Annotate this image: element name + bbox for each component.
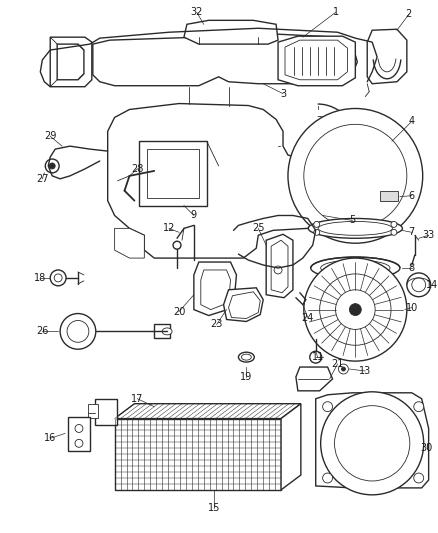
Ellipse shape (238, 352, 254, 362)
Text: 32: 32 (191, 7, 203, 18)
Bar (154, 325, 170, 338)
Polygon shape (229, 292, 260, 319)
Circle shape (67, 320, 89, 342)
Bar (115, 418, 281, 490)
Circle shape (414, 473, 424, 483)
Circle shape (342, 367, 346, 371)
Text: 7: 7 (409, 227, 415, 237)
Polygon shape (115, 403, 301, 418)
Bar (139, 141, 207, 206)
Polygon shape (266, 235, 293, 298)
Bar (380, 191, 398, 200)
Polygon shape (115, 228, 145, 258)
Text: 21: 21 (331, 359, 344, 369)
Ellipse shape (241, 354, 251, 360)
Circle shape (321, 392, 424, 495)
Circle shape (335, 406, 410, 481)
Ellipse shape (311, 257, 400, 279)
Polygon shape (278, 36, 355, 86)
Circle shape (314, 229, 320, 235)
Circle shape (314, 221, 320, 228)
Polygon shape (316, 393, 429, 488)
Bar (88, 403, 98, 417)
Circle shape (320, 274, 391, 345)
Circle shape (49, 163, 55, 169)
Circle shape (412, 278, 426, 292)
Text: 9: 9 (191, 211, 197, 221)
Polygon shape (194, 262, 237, 316)
Circle shape (60, 313, 96, 349)
Bar (95, 399, 117, 424)
Text: 16: 16 (44, 433, 57, 443)
Circle shape (336, 290, 375, 329)
Text: 17: 17 (131, 394, 144, 404)
Text: 12: 12 (163, 223, 175, 233)
Polygon shape (93, 32, 357, 86)
Circle shape (350, 304, 361, 316)
Polygon shape (271, 240, 288, 293)
Text: 3: 3 (280, 88, 286, 99)
Circle shape (391, 221, 397, 228)
Text: 26: 26 (36, 326, 49, 336)
Circle shape (304, 124, 407, 228)
Polygon shape (367, 29, 407, 84)
Text: 13: 13 (359, 366, 371, 376)
Text: 25: 25 (252, 223, 265, 233)
Text: 14: 14 (425, 280, 438, 290)
Polygon shape (184, 20, 278, 44)
Circle shape (288, 109, 423, 243)
Circle shape (50, 270, 66, 286)
Text: 5: 5 (349, 215, 356, 225)
Bar (147, 149, 199, 198)
Text: 20: 20 (173, 306, 185, 317)
Text: 11: 11 (311, 352, 324, 362)
Polygon shape (296, 367, 332, 391)
Text: 24: 24 (302, 312, 314, 322)
Circle shape (304, 258, 407, 361)
Ellipse shape (308, 219, 403, 238)
Polygon shape (50, 37, 92, 87)
Circle shape (323, 473, 332, 483)
Circle shape (414, 402, 424, 411)
Text: 6: 6 (409, 191, 415, 200)
Circle shape (310, 351, 321, 363)
Text: 10: 10 (406, 303, 418, 313)
Ellipse shape (162, 328, 172, 335)
Ellipse shape (321, 260, 390, 276)
Text: 18: 18 (34, 273, 46, 283)
Text: 30: 30 (420, 443, 433, 453)
Circle shape (45, 159, 59, 173)
Text: 2: 2 (406, 10, 412, 19)
Polygon shape (201, 270, 230, 310)
Text: 29: 29 (44, 131, 57, 141)
Text: 33: 33 (423, 230, 435, 240)
Text: 28: 28 (131, 164, 144, 174)
Text: 8: 8 (409, 263, 415, 273)
Polygon shape (108, 103, 323, 258)
Circle shape (391, 229, 397, 235)
Circle shape (407, 273, 431, 297)
Text: 19: 19 (240, 372, 252, 382)
Bar (68, 417, 90, 451)
Text: 1: 1 (332, 7, 339, 18)
Text: 23: 23 (211, 319, 223, 329)
Text: 15: 15 (208, 503, 220, 513)
Text: 4: 4 (409, 116, 415, 126)
Polygon shape (285, 40, 347, 80)
Polygon shape (281, 403, 301, 490)
Polygon shape (57, 44, 84, 80)
Text: 27: 27 (36, 174, 49, 184)
Circle shape (323, 402, 332, 411)
Ellipse shape (318, 221, 392, 235)
Polygon shape (223, 288, 263, 321)
